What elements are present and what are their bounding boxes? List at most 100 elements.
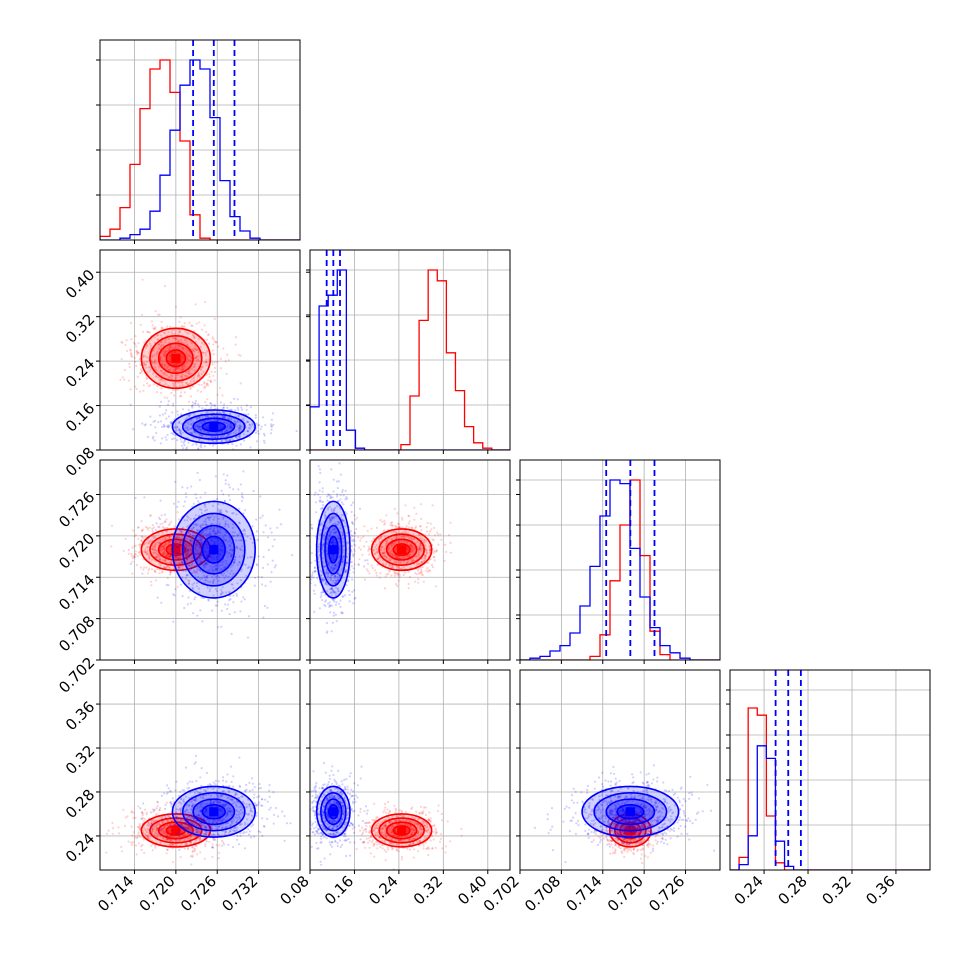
scatter-point [378,540,381,543]
scatter-point [357,546,361,549]
scatter-point [374,546,377,549]
scatter-point [396,573,399,576]
scatter-point [152,535,155,538]
scatter-point [187,423,190,426]
scatter-point [176,555,179,558]
scatter-point [385,562,388,565]
scatter-point [151,527,154,530]
scatter-point [196,528,199,532]
scatter-point [180,339,183,342]
scatter-point [186,558,189,561]
scatter-point [224,565,227,568]
scatter-point [229,439,232,442]
scatter-point [218,426,221,430]
scatter-point [374,552,377,556]
scatter-point [194,402,197,405]
scatter-point [310,526,313,530]
scatter-point [390,538,393,541]
scatter-point [400,535,403,539]
scatter-point [421,566,424,569]
scatter-point [163,371,166,374]
scatter-point [373,552,376,555]
scatter-point [381,520,384,524]
scatter-point [187,408,190,412]
scatter-point [237,353,240,356]
scatter-point [150,547,153,551]
scatter-point [162,566,165,569]
scatter-point [213,541,216,545]
scatter-point [224,574,227,578]
scatter-point [193,535,196,538]
scatter-point [200,596,203,599]
scatter-point [219,548,222,551]
scatter-point [406,540,410,544]
scatter-point [429,549,432,552]
scatter-point [417,550,420,553]
scatter-point [168,424,171,427]
scatter-point [183,519,186,522]
scatter-point [345,496,348,499]
scatter-point [223,534,227,537]
scatter-point [232,511,235,515]
scatter-point [239,428,242,431]
scatter-point [205,424,208,427]
scatter-point [219,423,222,427]
scatter-point [195,541,198,544]
scatter-point [371,566,374,570]
scatter-point [189,553,192,556]
scatter-point [186,574,189,577]
scatter-point [243,528,246,531]
scatter-point [154,366,157,369]
y-tick-label: 0.08 [62,444,98,480]
scatter-point [206,398,209,401]
scatter-point [165,553,168,556]
scatter-point [155,431,158,435]
scatter-point [351,590,354,593]
scatter-point [193,582,196,585]
scatter-point [209,555,212,559]
scatter-point [215,532,218,535]
scatter-point [305,489,307,491]
scatter-point [163,553,166,556]
scatter-point [417,562,420,566]
scatter-point [222,406,225,409]
scatter-point [381,545,384,548]
scatter-point [337,480,340,483]
scatter-point [278,508,281,511]
scatter-point [148,540,151,543]
scatter-point [160,320,163,324]
scatter-point [247,426,250,430]
scatter-point [139,390,142,393]
scatter-point [406,535,409,538]
scatter-point [373,569,377,572]
scatter-point [243,532,246,535]
scatter-point [168,354,172,357]
scatter-point [231,438,234,441]
scatter-point [210,435,213,438]
scatter-point [123,378,126,381]
scatter-point [195,443,198,446]
scatter-point [407,560,410,563]
scatter-point [207,425,210,428]
scatter-point [350,510,353,514]
scatter-point [220,839,223,842]
scatter-point [246,566,249,570]
scatter-point [202,351,205,354]
scatter-point [384,563,387,567]
scatter-point [187,551,190,554]
scatter-point [162,352,165,355]
scatter-point [218,522,221,525]
scatter-point [203,576,206,579]
scatter-point [147,366,150,369]
scatter-point [181,381,184,384]
scatter-point [176,556,179,559]
scatter-point [205,360,208,363]
scatter-point [192,430,195,433]
scatter-point [410,548,413,551]
scatter-point [187,549,190,552]
scatter-point [319,496,322,499]
scatter-point [332,532,335,535]
scatter-point [185,351,188,354]
scatter-point [235,593,238,596]
scatter-point [169,555,172,558]
